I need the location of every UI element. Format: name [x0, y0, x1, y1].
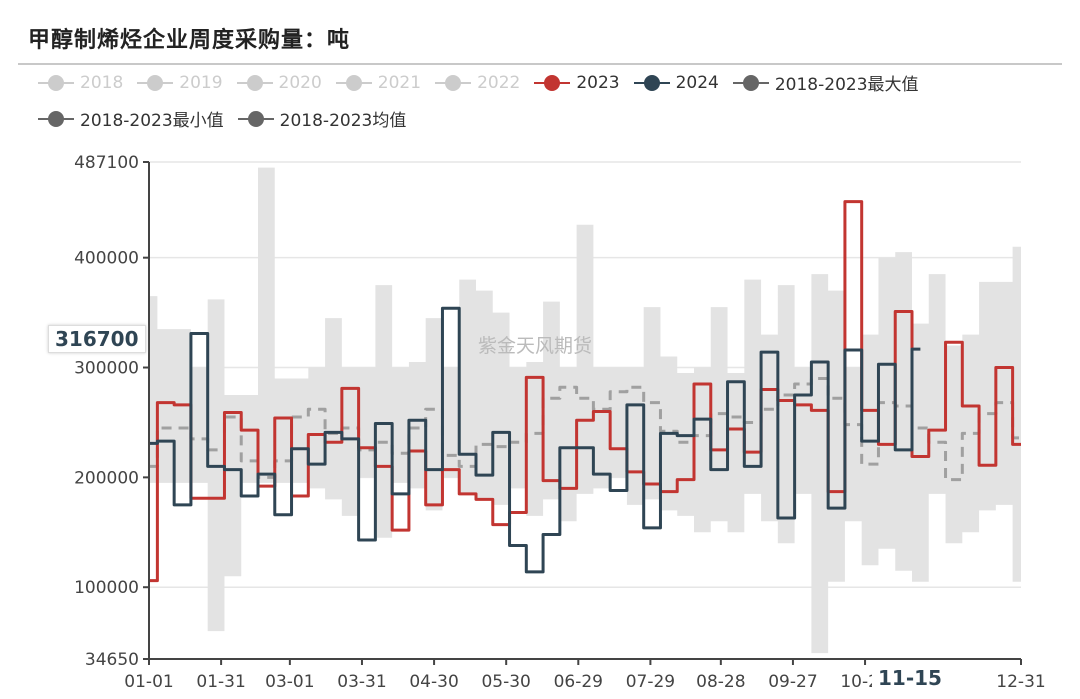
- x-tick-label: 09-27: [768, 672, 817, 692]
- legend-item-2018-2023最小值[interactable]: 2018-2023最小值: [38, 106, 224, 131]
- x-tick-label: 06-29: [554, 672, 603, 692]
- legend-marker-icon: [137, 73, 174, 93]
- legend-item-2022[interactable]: 2022: [435, 70, 520, 95]
- series-line-2024: [149, 306, 921, 574]
- legend-label: 2021: [377, 72, 422, 93]
- title-divider: [18, 63, 1062, 65]
- chart-title: 甲醇制烯烃企业周度采购量：吨: [28, 27, 351, 53]
- x-tick-label: 03-01: [265, 672, 314, 692]
- legend-label: 2018-2023最小值: [80, 111, 224, 131]
- x-tick-label: 07-29: [626, 672, 675, 692]
- legend-label: 2018-2023均值: [279, 111, 407, 131]
- legend-row-1: 2018 2019 2020 2021 2022 2023 2024 2018-2023最大值: [38, 70, 919, 95]
- legend-marker-icon: [335, 73, 372, 93]
- legend-item-2021[interactable]: 2021: [335, 70, 422, 95]
- y-tick-label: 300000: [74, 359, 139, 379]
- x-tick-label: 01-31: [196, 672, 245, 692]
- y-axis-pointer-label: 316700: [48, 325, 146, 353]
- legend-item-2018[interactable]: 2018: [38, 70, 123, 95]
- max-min-band: [149, 167, 1021, 654]
- legend-marker-icon: [732, 73, 769, 93]
- legend-item-2024[interactable]: 2024: [633, 70, 719, 95]
- legend-label: 2019: [179, 72, 223, 93]
- legend-item-2020[interactable]: 2020: [236, 70, 322, 95]
- legend-item-2023[interactable]: 2023: [534, 70, 620, 95]
- legend-item-2018-2023最大值[interactable]: 2018-2023最大值: [732, 70, 919, 95]
- x-tick-label: 01-01: [124, 672, 173, 692]
- legend-label: 2023: [576, 72, 620, 93]
- legend-item-2018-2023均值[interactable]: 2018-2023均值: [237, 106, 407, 131]
- legend-item-2019[interactable]: 2019: [137, 70, 223, 95]
- x-tick-label: 05-30: [481, 672, 530, 692]
- x-tick-label: 08-28: [696, 672, 745, 692]
- legend-marker-icon: [435, 73, 472, 93]
- x-tick-label: 03-31: [337, 672, 386, 692]
- y-tick-label: 34650: [85, 650, 139, 670]
- y-tick-label: 400000: [74, 249, 139, 269]
- legend-marker-icon: [38, 109, 74, 129]
- x-tick-label: 04-30: [409, 672, 458, 692]
- x-tick-label: 12-31: [996, 672, 1045, 692]
- legend-row-2: 2018-2023最小值 2018-2023均值: [38, 106, 406, 131]
- legend-label: 2018: [80, 72, 124, 93]
- legend-label: 2018-2023最大值: [774, 75, 919, 95]
- legend-marker-icon: [237, 109, 274, 129]
- y-tick-label: 100000: [74, 578, 139, 598]
- y-tick-label: 200000: [74, 468, 139, 488]
- legend-marker-icon: [38, 73, 74, 93]
- legend-label: 2022: [477, 72, 521, 93]
- legend-label: 2024: [675, 72, 719, 93]
- y-tick-label: 487100: [74, 153, 139, 173]
- legend-marker-icon: [534, 73, 571, 93]
- watermark: 紫金天风期货: [478, 335, 593, 357]
- legend-label: 2020: [278, 72, 322, 93]
- legend-marker-icon: [236, 73, 273, 93]
- legend-marker-icon: [633, 73, 670, 93]
- x-axis-pointer-label: 11-15: [872, 666, 948, 690]
